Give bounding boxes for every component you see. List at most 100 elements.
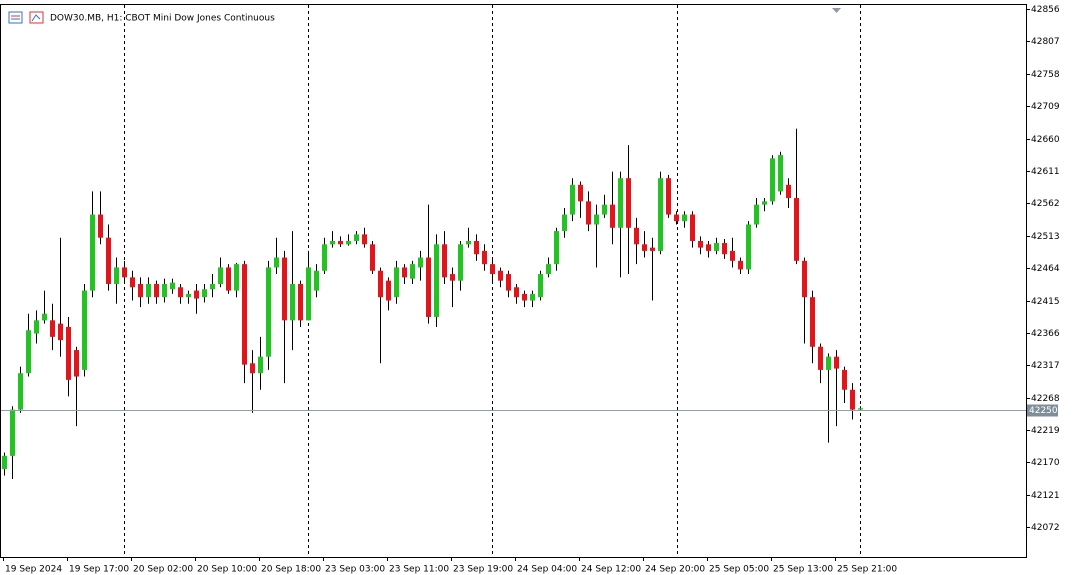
y-tick-label: 42709 [1031,102,1060,112]
candle-body [458,244,463,281]
candle-body [290,283,295,321]
y-tick-label: 42856 [1031,5,1060,15]
candle-body [82,290,87,370]
icon [31,14,41,22]
candle-body [690,214,695,242]
x-tick-label: 19 Sep 17:00 [69,565,129,575]
candle-body [170,282,175,290]
y-tick-label: 42611 [1031,167,1060,177]
candle-body [586,201,591,225]
candle-body [266,267,271,357]
chart-title: DOW30.MB, H1: CBOT Mini Dow Jones Contin… [50,14,275,24]
candle-body [258,356,263,374]
candle-body [154,283,159,298]
y-tick-label: 42513 [1031,232,1060,242]
candle-body [338,241,343,245]
candle-body [826,356,831,370]
candle-body [514,287,519,298]
x-tick-label: 23 Sep 03:00 [325,565,385,575]
candle-body [738,260,743,270]
candle-body [50,320,55,337]
candle-body [242,264,247,365]
candle-body [634,227,639,245]
candle-body [234,264,239,291]
y-tick-label: 42219 [1031,426,1060,436]
candle-body [490,264,495,275]
candle-body [394,267,399,298]
y-tick-label: 42758 [1031,70,1060,80]
candle-body [674,214,679,222]
candle-body [770,158,775,202]
candle-body [90,214,95,291]
x-tick-label: 24 Sep 12:00 [581,565,641,575]
candle-body [530,293,535,301]
x-tick-label: 20 Sep 02:00 [133,565,193,575]
candle-body [602,204,607,215]
candle-body [10,409,15,456]
candle-body [218,267,223,284]
candle-body [802,260,807,298]
candle-body [706,244,711,251]
y-tick-label: 42660 [1031,135,1060,145]
candle-body [2,455,7,470]
candle-body [450,274,455,281]
candle-body [354,234,359,242]
candle-body [282,257,287,321]
candle-body [58,323,63,341]
candle-body [410,264,415,279]
candle-body [226,267,231,291]
candle-body [210,283,215,290]
candle-body [610,204,615,228]
candle-body [730,250,735,261]
candle-body [618,178,623,228]
candle-body [546,264,551,275]
candle-body [346,241,351,245]
candle-body [138,283,143,298]
candle-body [298,283,303,321]
x-tick-label: 23 Sep 19:00 [453,565,513,575]
candle-body [330,241,335,245]
candle-body [642,244,647,251]
icon [29,11,44,24]
candle-body [554,231,559,265]
y-tick-label: 42562 [1031,199,1060,209]
y-tick-label: 42464 [1031,264,1060,274]
y-tick-label: 42170 [1031,458,1060,468]
candle-body [34,320,39,334]
candle-body [562,214,567,232]
candle-body [122,267,127,278]
candle-body [722,242,727,255]
candle-body [178,287,183,298]
candle-body [498,270,503,281]
candle-body [418,257,423,268]
y-tick-label: 42121 [1031,491,1060,501]
candle-body [850,389,855,410]
candle-body [506,274,511,291]
y-tick-label: 42317 [1031,361,1060,371]
icon [8,11,23,24]
candle-body [402,267,407,278]
candle-body [74,350,79,377]
y-tick-label: 42268 [1031,394,1060,404]
x-tick-label: 25 Sep 21:00 [837,565,897,575]
candle-body [794,198,799,261]
candle-body [106,237,111,284]
candle-body [426,257,431,318]
candle-body [466,241,471,245]
x-tick-label: 20 Sep 10:00 [197,565,257,575]
candle-body [274,257,279,268]
candle-body [146,283,151,298]
x-tick-label: 19 Sep 2024 [5,565,62,575]
candle-body [202,289,207,298]
x-tick-label: 24 Sep 20:00 [645,565,705,575]
candle-body [810,297,815,347]
candle-body [474,241,479,255]
candle-body [658,178,663,251]
candle-body [834,356,839,369]
candle-body [698,241,703,248]
candle-body [434,244,439,318]
candle-body [578,184,583,202]
candle-body [858,408,863,410]
candle-body [26,330,31,374]
